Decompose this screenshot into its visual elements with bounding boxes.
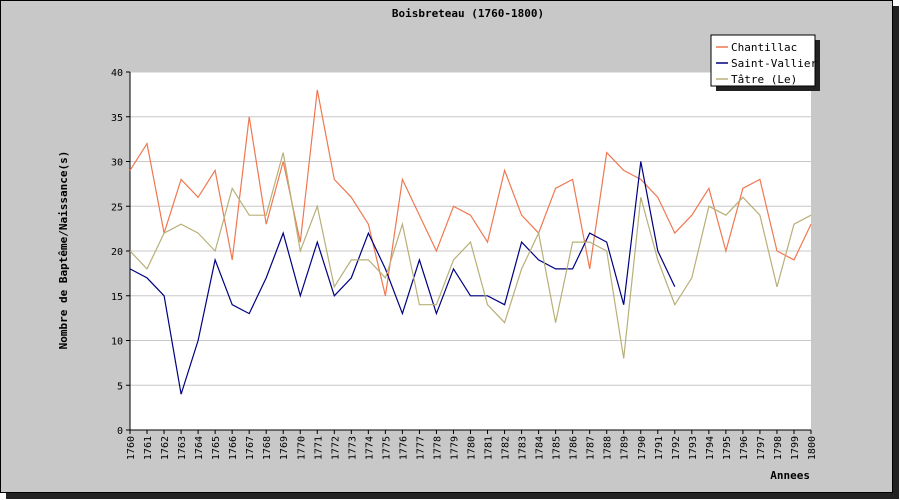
- x-tick-label: 1770: [296, 436, 307, 460]
- legend-box: [710, 34, 816, 87]
- x-tick-label: 1766: [228, 436, 239, 460]
- chart-title: Boisbreteau (1760-1800): [392, 7, 544, 20]
- legend-label: Tâtre (Le): [731, 73, 797, 86]
- x-tick-label: 1794: [705, 436, 716, 460]
- x-tick-label: 1779: [449, 436, 460, 460]
- y-tick-label: 20: [111, 247, 123, 258]
- y-tick-label: 35: [111, 113, 123, 124]
- y-tick-label: 0: [117, 426, 123, 437]
- x-tick-label: 1786: [569, 436, 580, 460]
- x-tick-label: 1771: [313, 436, 324, 460]
- x-tick-label: 1796: [739, 436, 750, 460]
- x-tick-label: 1776: [398, 436, 409, 460]
- legend: Chantillac Saint-Vallier Tâtre (Le): [710, 34, 820, 91]
- series-line: [129, 89, 812, 296]
- x-tick-label: 1800: [807, 436, 818, 460]
- x-tick-label: 1788: [603, 436, 614, 460]
- x-tick-label: 1769: [279, 436, 290, 460]
- y-tick-label: 40: [111, 68, 123, 79]
- x-tick-label: 1760: [126, 436, 137, 460]
- legend-label: Chantillac: [731, 41, 797, 54]
- x-tick-label: 1775: [381, 436, 392, 460]
- x-tick-label: 1778: [432, 436, 443, 460]
- x-tick-label: 1761: [143, 436, 154, 460]
- x-tick-label: 1780: [467, 436, 478, 460]
- x-tick-label: 1765: [211, 436, 222, 460]
- x-tick-label: 1785: [552, 436, 563, 460]
- y-tick-label: 5: [117, 381, 123, 392]
- x-tick-label: 1790: [637, 436, 648, 460]
- x-tick-label: 1767: [245, 436, 256, 460]
- frame-shadow-right: [893, 6, 899, 499]
- x-tick-label: 1762: [160, 436, 171, 460]
- y-axis-ticks: 0 5 10 15 20 25 30 35 40: [111, 68, 130, 437]
- x-tick-label: 1784: [535, 436, 546, 460]
- x-tick-label: 1792: [671, 436, 682, 460]
- x-tick-label: 1763: [177, 436, 188, 460]
- x-tick-label: 1787: [586, 436, 597, 460]
- x-tick-label: 1798: [773, 436, 784, 460]
- y-tick-label: 25: [111, 202, 123, 213]
- x-tick-label: 1777: [415, 436, 426, 460]
- y-tick-label: 30: [111, 158, 123, 169]
- x-tick-label: 1768: [262, 436, 273, 460]
- x-tick-label: 1799: [790, 436, 801, 460]
- x-tick-label: 1782: [501, 436, 512, 460]
- x-tick-label: 1772: [330, 436, 341, 460]
- series-lines: [129, 89, 812, 395]
- x-axis-title: Annees: [770, 469, 810, 482]
- y-axis-title: Nombre de Baptême/Naissance(s): [57, 151, 70, 350]
- x-axis-ticks: 1760 1761 1762 1763 1764 1765 1766 1767 1768 1769…: [126, 430, 818, 460]
- y-tick-label: 10: [111, 337, 123, 348]
- x-tick-label: 1783: [518, 436, 529, 460]
- x-tick-label: 1793: [688, 436, 699, 460]
- x-tick-label: 1791: [654, 436, 665, 460]
- x-tick-label: 1781: [484, 436, 495, 460]
- x-tick-label: 1789: [620, 436, 631, 460]
- legend-label: Saint-Vallier: [731, 57, 817, 70]
- x-tick-label: 1795: [722, 436, 733, 460]
- x-tick-label: 1774: [364, 436, 375, 460]
- series-line: [129, 152, 812, 359]
- x-tick-label: 1773: [347, 436, 358, 460]
- series-line: [129, 161, 676, 395]
- x-tick-label: 1797: [756, 436, 767, 460]
- y-tick-label: 15: [111, 292, 123, 303]
- frame-shadow-bottom: [6, 493, 899, 499]
- x-tick-label: 1764: [194, 436, 205, 460]
